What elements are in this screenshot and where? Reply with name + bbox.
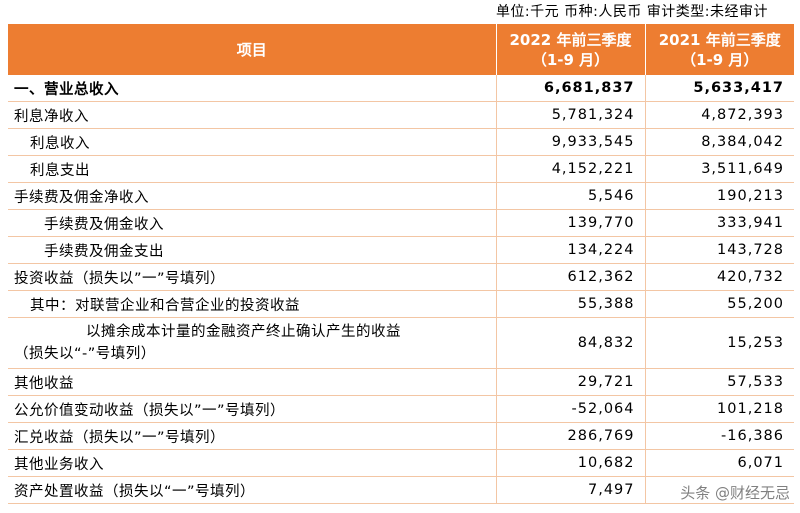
value-2021: 190,213 bbox=[645, 182, 794, 210]
row-label: 投资收益（损失以”一”号填列） bbox=[8, 263, 497, 291]
row-label: 利息净收入 bbox=[8, 101, 497, 129]
value-2021: 420,732 bbox=[645, 263, 794, 291]
row-label: 其他业务收入 bbox=[8, 449, 497, 477]
value-2021: 55,200 bbox=[645, 290, 794, 318]
value-2022: 134,224 bbox=[496, 236, 646, 264]
row-label: 公允价值变动收益（损失以”一”号填列） bbox=[8, 395, 497, 423]
row-label-line2: （损失以“-”号填列） bbox=[14, 346, 156, 362]
watermark: 头条 @财经无忌 bbox=[680, 484, 790, 502]
value-2021: 101,218 bbox=[645, 395, 794, 423]
value-2022: 10,682 bbox=[496, 449, 646, 477]
header-2021-period: 2021 年前三季度 bbox=[658, 30, 781, 49]
table-row: 利息收入 9,933,545 8,384,042 bbox=[8, 128, 794, 156]
value-2022: 5,546 bbox=[496, 182, 646, 210]
value-2022: 139,770 bbox=[496, 209, 646, 237]
row-label: 利息支出 bbox=[8, 155, 497, 183]
header-2022: 2022 年前三季度 （1-9 月） bbox=[496, 24, 646, 75]
value-2022: 55,388 bbox=[496, 290, 646, 318]
header-2022-period: 2022 年前三季度 bbox=[509, 30, 632, 49]
value-2021: 15,253 bbox=[645, 317, 794, 369]
value-2022: -52,064 bbox=[496, 395, 646, 423]
header-2021-months: （1-9 月） bbox=[681, 50, 759, 69]
header-2021: 2021 年前三季度 （1-9 月） bbox=[645, 24, 794, 75]
row-label: 汇兑收益（损失以”一”号填列） bbox=[8, 422, 497, 450]
value-2022: 612,362 bbox=[496, 263, 646, 291]
value-2021: 8,384,042 bbox=[645, 128, 794, 156]
row-label: 一、营业总收入 bbox=[8, 75, 497, 102]
value-2021: 3,511,649 bbox=[645, 155, 794, 183]
value-2022: 84,832 bbox=[496, 317, 646, 369]
table-row: 资产处置收益（损失以“一”号填列） 7,497 bbox=[8, 476, 794, 504]
row-label: 手续费及佣金净收入 bbox=[8, 182, 497, 210]
value-2021: 5,633,417 bbox=[645, 75, 794, 102]
row-label: 手续费及佣金支出 bbox=[8, 236, 497, 264]
value-2022: 4,152,221 bbox=[496, 155, 646, 183]
table-header-row: 项目 2022 年前三季度 （1-9 月） 2021 年前三季度 （1-9 月） bbox=[8, 24, 794, 75]
row-label: 手续费及佣金收入 bbox=[8, 209, 497, 237]
row-label: 其他收益 bbox=[8, 368, 497, 396]
row-label: 其中：对联营企业和合营企业的投资收益 bbox=[8, 290, 497, 318]
table-row: 其中：对联营企业和合营企业的投资收益 55,388 55,200 bbox=[8, 290, 794, 318]
table-row: 手续费及佣金净收入 5,546 190,213 bbox=[8, 182, 794, 210]
value-2022: 29,721 bbox=[496, 368, 646, 396]
row-label: 资产处置收益（损失以“一”号填列） bbox=[8, 476, 497, 504]
income-statement-table: 项目 2022 年前三季度 （1-9 月） 2021 年前三季度 （1-9 月）… bbox=[8, 24, 794, 504]
table-row: 手续费及佣金收入 139,770 333,941 bbox=[8, 209, 794, 237]
value-2021: 4,872,393 bbox=[645, 101, 794, 129]
table-row: 汇兑收益（损失以”一”号填列） 286,769 -16,386 bbox=[8, 422, 794, 450]
row-label: 以摊余成本计量的金融资产终止确认产生的收益 （损失以“-”号填列） bbox=[8, 317, 497, 369]
table-row: 手续费及佣金支出 134,224 143,728 bbox=[8, 236, 794, 264]
unit-line: 单位:千元 币种:人民币 审计类型:未经审计 bbox=[495, 4, 768, 20]
table-row: 一、营业总收入 6,681,837 5,633,417 bbox=[8, 75, 794, 102]
value-2021: 143,728 bbox=[645, 236, 794, 264]
value-2021: 333,941 bbox=[645, 209, 794, 237]
value-2022: 7,497 bbox=[496, 476, 646, 504]
value-2021: 57,533 bbox=[645, 368, 794, 396]
table-row: 公允价值变动收益（损失以”一”号填列） -52,064 101,218 bbox=[8, 395, 794, 423]
header-2022-months: （1-9 月） bbox=[531, 50, 610, 69]
row-label: 利息收入 bbox=[8, 128, 497, 156]
table-row: 以摊余成本计量的金融资产终止确认产生的收益 （损失以“-”号填列） 84,832… bbox=[8, 317, 794, 369]
header-item: 项目 bbox=[8, 24, 497, 75]
table-row: 投资收益（损失以”一”号填列） 612,362 420,732 bbox=[8, 263, 794, 291]
table-row: 利息支出 4,152,221 3,511,649 bbox=[8, 155, 794, 183]
value-2021 bbox=[645, 476, 794, 504]
value-2022: 9,933,545 bbox=[496, 128, 646, 156]
value-2022: 286,769 bbox=[496, 422, 646, 450]
table-row: 利息净收入 5,781,324 4,872,393 bbox=[8, 101, 794, 129]
value-2021: -16,386 bbox=[645, 422, 794, 450]
value-2022: 5,781,324 bbox=[496, 101, 646, 129]
row-label-line1: 以摊余成本计量的金融资产终止确认产生的收益 bbox=[86, 324, 401, 340]
value-2021: 6,071 bbox=[645, 449, 794, 477]
table-row: 其他业务收入 10,682 6,071 bbox=[8, 449, 794, 477]
value-2022: 6,681,837 bbox=[496, 75, 646, 102]
table-row: 其他收益 29,721 57,533 bbox=[8, 368, 794, 396]
